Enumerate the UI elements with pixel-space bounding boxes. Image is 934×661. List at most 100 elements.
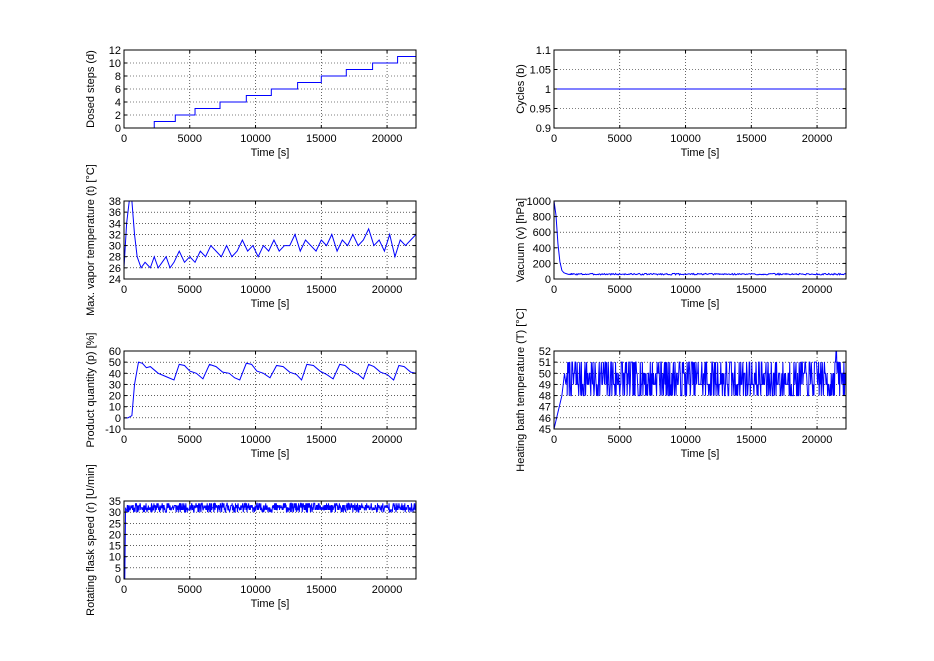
x-axis-label: Time [s] <box>251 598 290 610</box>
x-tick-label: 0 <box>551 284 557 296</box>
y-tick-label: 28 <box>109 252 121 264</box>
y-tick-label: 200 <box>533 258 551 270</box>
y-tick-label: 800 <box>533 212 551 224</box>
y-tick-label: 49 <box>539 379 551 391</box>
grid <box>124 201 416 279</box>
y-tick-label: 4 <box>115 97 121 109</box>
y-tick-label: 0 <box>115 123 121 135</box>
y-tick-label: 10 <box>109 58 121 70</box>
x-tick-label: 10000 <box>670 133 701 145</box>
axes-frame <box>553 200 847 280</box>
y-tick-label: 26 <box>109 263 121 275</box>
x-tick-label: 20000 <box>372 434 403 446</box>
grid <box>124 50 416 128</box>
y-tick-label: 0.9 <box>536 123 551 135</box>
x-tick-label: 0 <box>121 133 127 145</box>
y-tick-label: 0 <box>545 274 551 286</box>
y-tick-label: 5 <box>115 563 121 575</box>
x-tick-label: 0 <box>121 584 127 596</box>
x-tick-label: 20000 <box>372 133 403 145</box>
y-tick-label: 47 <box>539 402 551 414</box>
x-axis-label: Time [s] <box>251 448 290 460</box>
x-tick-label: 10000 <box>240 584 271 596</box>
series-layer <box>124 502 416 579</box>
y-tick-label: 1.05 <box>530 65 551 77</box>
chart-cycles: 0 5000 10000 15000 20000 0.9 0.95 1 1.05 1.1 Time… <box>515 45 847 159</box>
y-tick-label: 38 <box>109 196 121 208</box>
x-axis-label: Time [s] <box>681 298 720 310</box>
grid <box>554 201 846 279</box>
x-tick-label: 5000 <box>608 434 632 446</box>
y-axis-label: Product quantity (p) [%] <box>85 333 97 448</box>
y-tick-label: 25 <box>109 518 121 530</box>
y-tick-label: 10 <box>109 552 121 564</box>
x-tick-label: 20000 <box>802 133 833 145</box>
y-tick-label: 40 <box>109 368 121 380</box>
x-tick-label: 20000 <box>372 584 403 596</box>
x-tick-label: 5000 <box>178 133 202 145</box>
x-tick-label: 15000 <box>306 584 337 596</box>
series-line <box>124 56 416 128</box>
y-tick-label: 1 <box>545 84 551 96</box>
x-axis-label: Time [s] <box>251 147 290 159</box>
x-tick-label: 10000 <box>240 284 271 296</box>
series-line <box>124 502 416 579</box>
x-tick-label: 10000 <box>240 133 271 145</box>
tick-labels: 0 5000 10000 15000 20000 0.9 0.95 1 1.05 1.1 <box>530 45 846 145</box>
y-tick-label: 48 <box>539 391 551 403</box>
x-tick-label: 0 <box>551 133 557 145</box>
x-tick-label: 5000 <box>608 284 632 296</box>
x-tick-label: 15000 <box>306 434 337 446</box>
y-tick-label: 600 <box>533 227 551 239</box>
x-tick-label: 20000 <box>802 434 833 446</box>
y-axis-label: Vacuum (v) [hPa] <box>515 198 527 282</box>
y-tick-label: 0 <box>115 413 121 425</box>
y-tick-label: 30 <box>109 241 121 253</box>
y-tick-label: 50 <box>539 368 551 380</box>
x-tick-label: 0 <box>121 284 127 296</box>
grid <box>124 351 416 429</box>
axes-frame <box>123 200 417 280</box>
y-axis-label: Heating bath temperature (T) [°C] <box>515 308 527 471</box>
y-tick-label: 35 <box>109 496 121 508</box>
x-tick-label: 20000 <box>372 284 403 296</box>
x-tick-label: 15000 <box>306 284 337 296</box>
y-tick-label: 400 <box>533 243 551 255</box>
x-tick-label: 20000 <box>802 284 833 296</box>
y-tick-label: 50 <box>109 357 121 369</box>
x-tick-label: 5000 <box>178 434 202 446</box>
grid <box>124 501 416 579</box>
series-layer <box>554 201 846 276</box>
axes-frame <box>123 350 417 430</box>
series-layer <box>554 351 846 429</box>
x-axis-label: Time [s] <box>681 448 720 460</box>
y-tick-label: -10 <box>105 424 121 436</box>
y-tick-label: 60 <box>109 346 121 358</box>
y-tick-label: 20 <box>109 391 121 403</box>
y-tick-label: 0.95 <box>530 104 551 116</box>
axes-frame <box>123 500 417 580</box>
series-layer <box>124 56 416 128</box>
y-tick-label: 6 <box>115 84 121 96</box>
x-tick-label: 10000 <box>240 434 271 446</box>
x-tick-label: 5000 <box>178 584 202 596</box>
x-tick-label: 15000 <box>306 133 337 145</box>
x-tick-label: 0 <box>121 434 127 446</box>
axes-frame <box>123 49 417 129</box>
y-tick-label: 10 <box>109 402 121 414</box>
series-line <box>124 361 416 419</box>
series-line <box>124 201 416 269</box>
y-tick-label: 2 <box>115 110 121 122</box>
x-tick-label: 5000 <box>608 133 632 145</box>
x-axis-label: Time [s] <box>251 298 290 310</box>
series-layer <box>124 201 416 269</box>
